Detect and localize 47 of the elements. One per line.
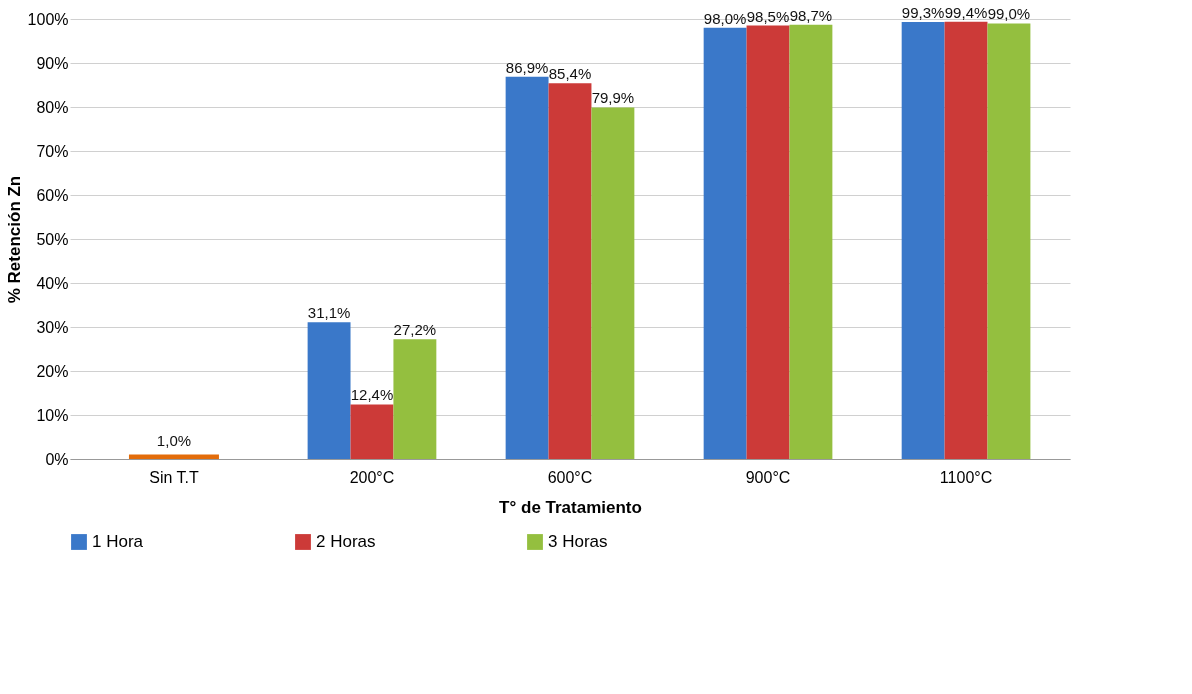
x-axis-title: T° de Tratamiento bbox=[499, 497, 642, 517]
data-label: 79,9% bbox=[591, 89, 635, 107]
x-tick-label: Sin T.T bbox=[149, 468, 199, 486]
bar bbox=[128, 454, 219, 459]
bar bbox=[789, 24, 833, 459]
x-tick-label: 1100°C bbox=[939, 468, 993, 486]
data-label: 98,5% bbox=[746, 7, 790, 25]
x-tick-label: 900°C bbox=[745, 468, 791, 486]
bar bbox=[703, 27, 747, 459]
data-label: 99,3% bbox=[901, 4, 945, 22]
data-label: 98,0% bbox=[703, 9, 747, 27]
data-label: 86,9% bbox=[505, 58, 549, 76]
legend-label: 1 Hora bbox=[92, 532, 144, 551]
data-label: 85,4% bbox=[548, 65, 592, 83]
y-tick-label: 50% bbox=[36, 230, 69, 248]
y-tick-label: 30% bbox=[36, 318, 69, 336]
bar bbox=[591, 107, 635, 459]
bar bbox=[393, 339, 437, 459]
bar bbox=[548, 83, 592, 459]
y-tick-label: 90% bbox=[36, 54, 69, 72]
y-tick-label: 80% bbox=[36, 98, 69, 116]
y-tick-label: 60% bbox=[36, 186, 69, 204]
y-tick-label: 10% bbox=[36, 406, 69, 424]
legend-label: 2 Horas bbox=[316, 532, 376, 551]
bar bbox=[350, 404, 394, 459]
y-tick-label: 100% bbox=[27, 10, 69, 28]
y-tick-label: 0% bbox=[45, 450, 69, 468]
bar bbox=[944, 21, 988, 459]
y-tick-label: 20% bbox=[36, 362, 69, 380]
bar bbox=[901, 22, 945, 459]
legend-label: 3 Horas bbox=[548, 532, 608, 551]
bar bbox=[505, 76, 549, 459]
data-label: 98,7% bbox=[789, 6, 833, 24]
y-tick-label: 40% bbox=[36, 274, 69, 292]
x-tick-label: 200°C bbox=[349, 468, 395, 486]
data-label: 31,1% bbox=[307, 304, 351, 322]
bar bbox=[307, 322, 351, 459]
bar bbox=[987, 23, 1031, 459]
y-axis-title: % Retención Zn bbox=[4, 175, 24, 304]
data-label: 1,0% bbox=[156, 431, 192, 449]
data-label: 99,4% bbox=[944, 3, 988, 21]
data-label: 27,2% bbox=[393, 321, 437, 339]
y-tick-label: 70% bbox=[36, 142, 69, 160]
bar bbox=[746, 25, 790, 459]
x-tick-label: 600°C bbox=[547, 468, 593, 486]
data-label: 12,4% bbox=[350, 386, 394, 404]
data-label: 99,0% bbox=[987, 5, 1031, 23]
